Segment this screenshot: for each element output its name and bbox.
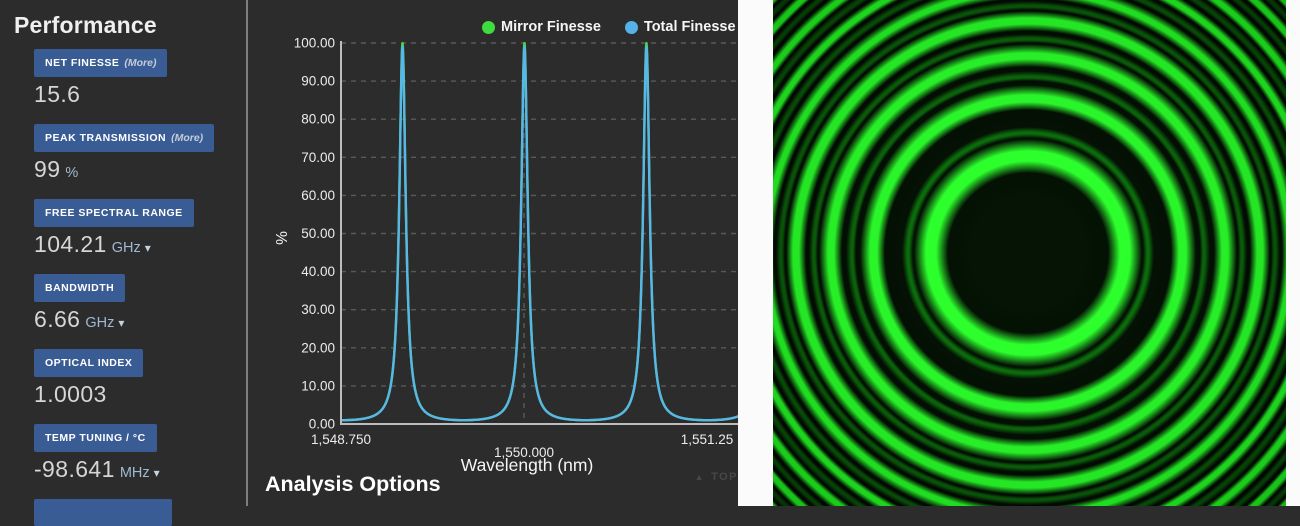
metric-value: 99 [34,156,61,182]
performance-title: Performance [14,12,157,38]
metric-unit[interactable]: MHz [119,465,150,481]
metric-badge[interactable]: PEAK TRANSMISSION (More) [34,124,215,152]
finesse-chart: 0.00 10.00 20.00 30.00 40.00 50.00 60.00 70.00 8… [274,36,740,475]
svg-text:60.00: 60.00 [301,188,335,203]
svg-text:1,551.25: 1,551.25 [681,432,734,447]
legend-series-name: Mirror Finesse [501,19,601,35]
svg-text:Wavelength (nm): Wavelength (nm) [461,455,594,475]
top-label: TOP [711,471,738,483]
legend-color-dot-icon [624,20,638,34]
metric-badge[interactable]: FREE SPECTRAL RANGE [34,199,194,227]
unit-dropdown-caret-icon[interactable]: ▾ [118,316,125,330]
svg-text:70.00: 70.00 [301,150,335,165]
metric-value-row: -98.641 MHz ▾ [34,456,246,483]
back-to-top-button[interactable]: ▲ TOP [695,471,738,483]
metric-value: 6.66 [34,306,81,332]
metric-label: FREE SPECTRAL RANGE [45,207,183,219]
metric-more-link[interactable]: (More) [124,57,157,69]
interference-rings-image [773,0,1286,506]
metric-value-row: 15.6 ▾ [34,81,246,108]
metric-unit[interactable]: GHz [85,315,115,331]
legend-item[interactable]: Total Finesse [624,19,736,35]
chart-legend: Mirror Finesse Total Finesse [482,19,736,35]
legend-item[interactable]: Mirror Finesse [482,19,601,35]
performance-panel: Performance NET FINESSE (More) 15.6 ▾ PE… [0,0,246,526]
metric-badge[interactable]: TEMP TUNING / °C [34,424,157,452]
metric-label: OPTICAL INDEX [45,357,133,369]
panel-divider [246,0,248,506]
svg-text:1,548.750: 1,548.750 [311,432,371,447]
svg-text:80.00: 80.00 [301,112,335,127]
metric-value-row: 1.0003 ▾ [34,381,246,408]
analysis-options-heading: Analysis Options [265,472,441,496]
svg-text:0.00: 0.00 [309,417,335,432]
svg-text:50.00: 50.00 [301,226,335,241]
metric-label: BANDWIDTH [45,282,115,294]
metric-badge[interactable]: BANDWIDTH [34,274,126,302]
metric-value: -98.641 [34,456,115,482]
metric-badge[interactable]: NET FINESSE (More) [34,49,168,77]
metric-badge[interactable]: OPTICAL INDEX [34,349,144,377]
metric-value: 1.0003 [34,381,107,407]
metric-label: NET FINESSE [45,57,120,69]
finesse-chart-section: Mirror Finesse Total Finesse 0.00 10.00 20… [249,0,740,506]
svg-text:1,550.000: 1,550.000 [494,445,554,460]
metric-value-row: 104.21 GHz ▾ [34,231,246,258]
metric-block: FREE SPECTRAL RANGE 104.21 GHz ▾ [34,199,246,274]
unit-dropdown-caret-icon[interactable]: ▾ [144,241,151,255]
metric-block: BANDWIDTH 6.66 GHz ▾ [34,274,246,349]
ring-pattern-panel [738,0,1300,506]
svg-text:10.00: 10.00 [301,378,335,393]
up-arrow-icon: ▲ [694,472,706,482]
metric-value: 104.21 [34,231,107,257]
unit-dropdown-caret-icon[interactable]: ▾ [153,466,160,480]
svg-text:40.00: 40.00 [301,264,335,279]
metric-value-row: 99 % ▾ [34,156,246,183]
metric-value-row: 6.66 GHz ▾ [34,306,246,333]
metric-block: TEMP TUNING / °C -98.641 MHz ▾ [34,424,246,499]
svg-text:30.00: 30.00 [301,302,335,317]
svg-text:20.00: 20.00 [301,340,335,355]
next-metric-badge-partial[interactable] [34,499,172,526]
svg-text:%: % [274,231,291,245]
metric-value: 15.6 [34,81,81,107]
metric-list: NET FINESSE (More) 15.6 ▾ PEAK TRANSMISS… [0,49,246,499]
svg-text:100.00: 100.00 [294,36,335,51]
legend-series-name: Total Finesse [643,19,736,35]
metric-unit[interactable]: GHz [111,240,141,256]
svg-text:90.00: 90.00 [301,74,335,89]
metric-block: OPTICAL INDEX 1.0003 ▾ [34,349,246,424]
metric-unit[interactable]: % [65,165,79,181]
metric-block: NET FINESSE (More) 15.6 ▾ [34,49,246,124]
metric-block: PEAK TRANSMISSION (More) 99 % ▾ [34,124,246,199]
metric-label: TEMP TUNING / °C [45,432,146,444]
metric-more-link[interactable]: (More) [171,132,204,144]
legend-color-dot-icon [482,20,495,34]
metric-label: PEAK TRANSMISSION [45,132,167,144]
